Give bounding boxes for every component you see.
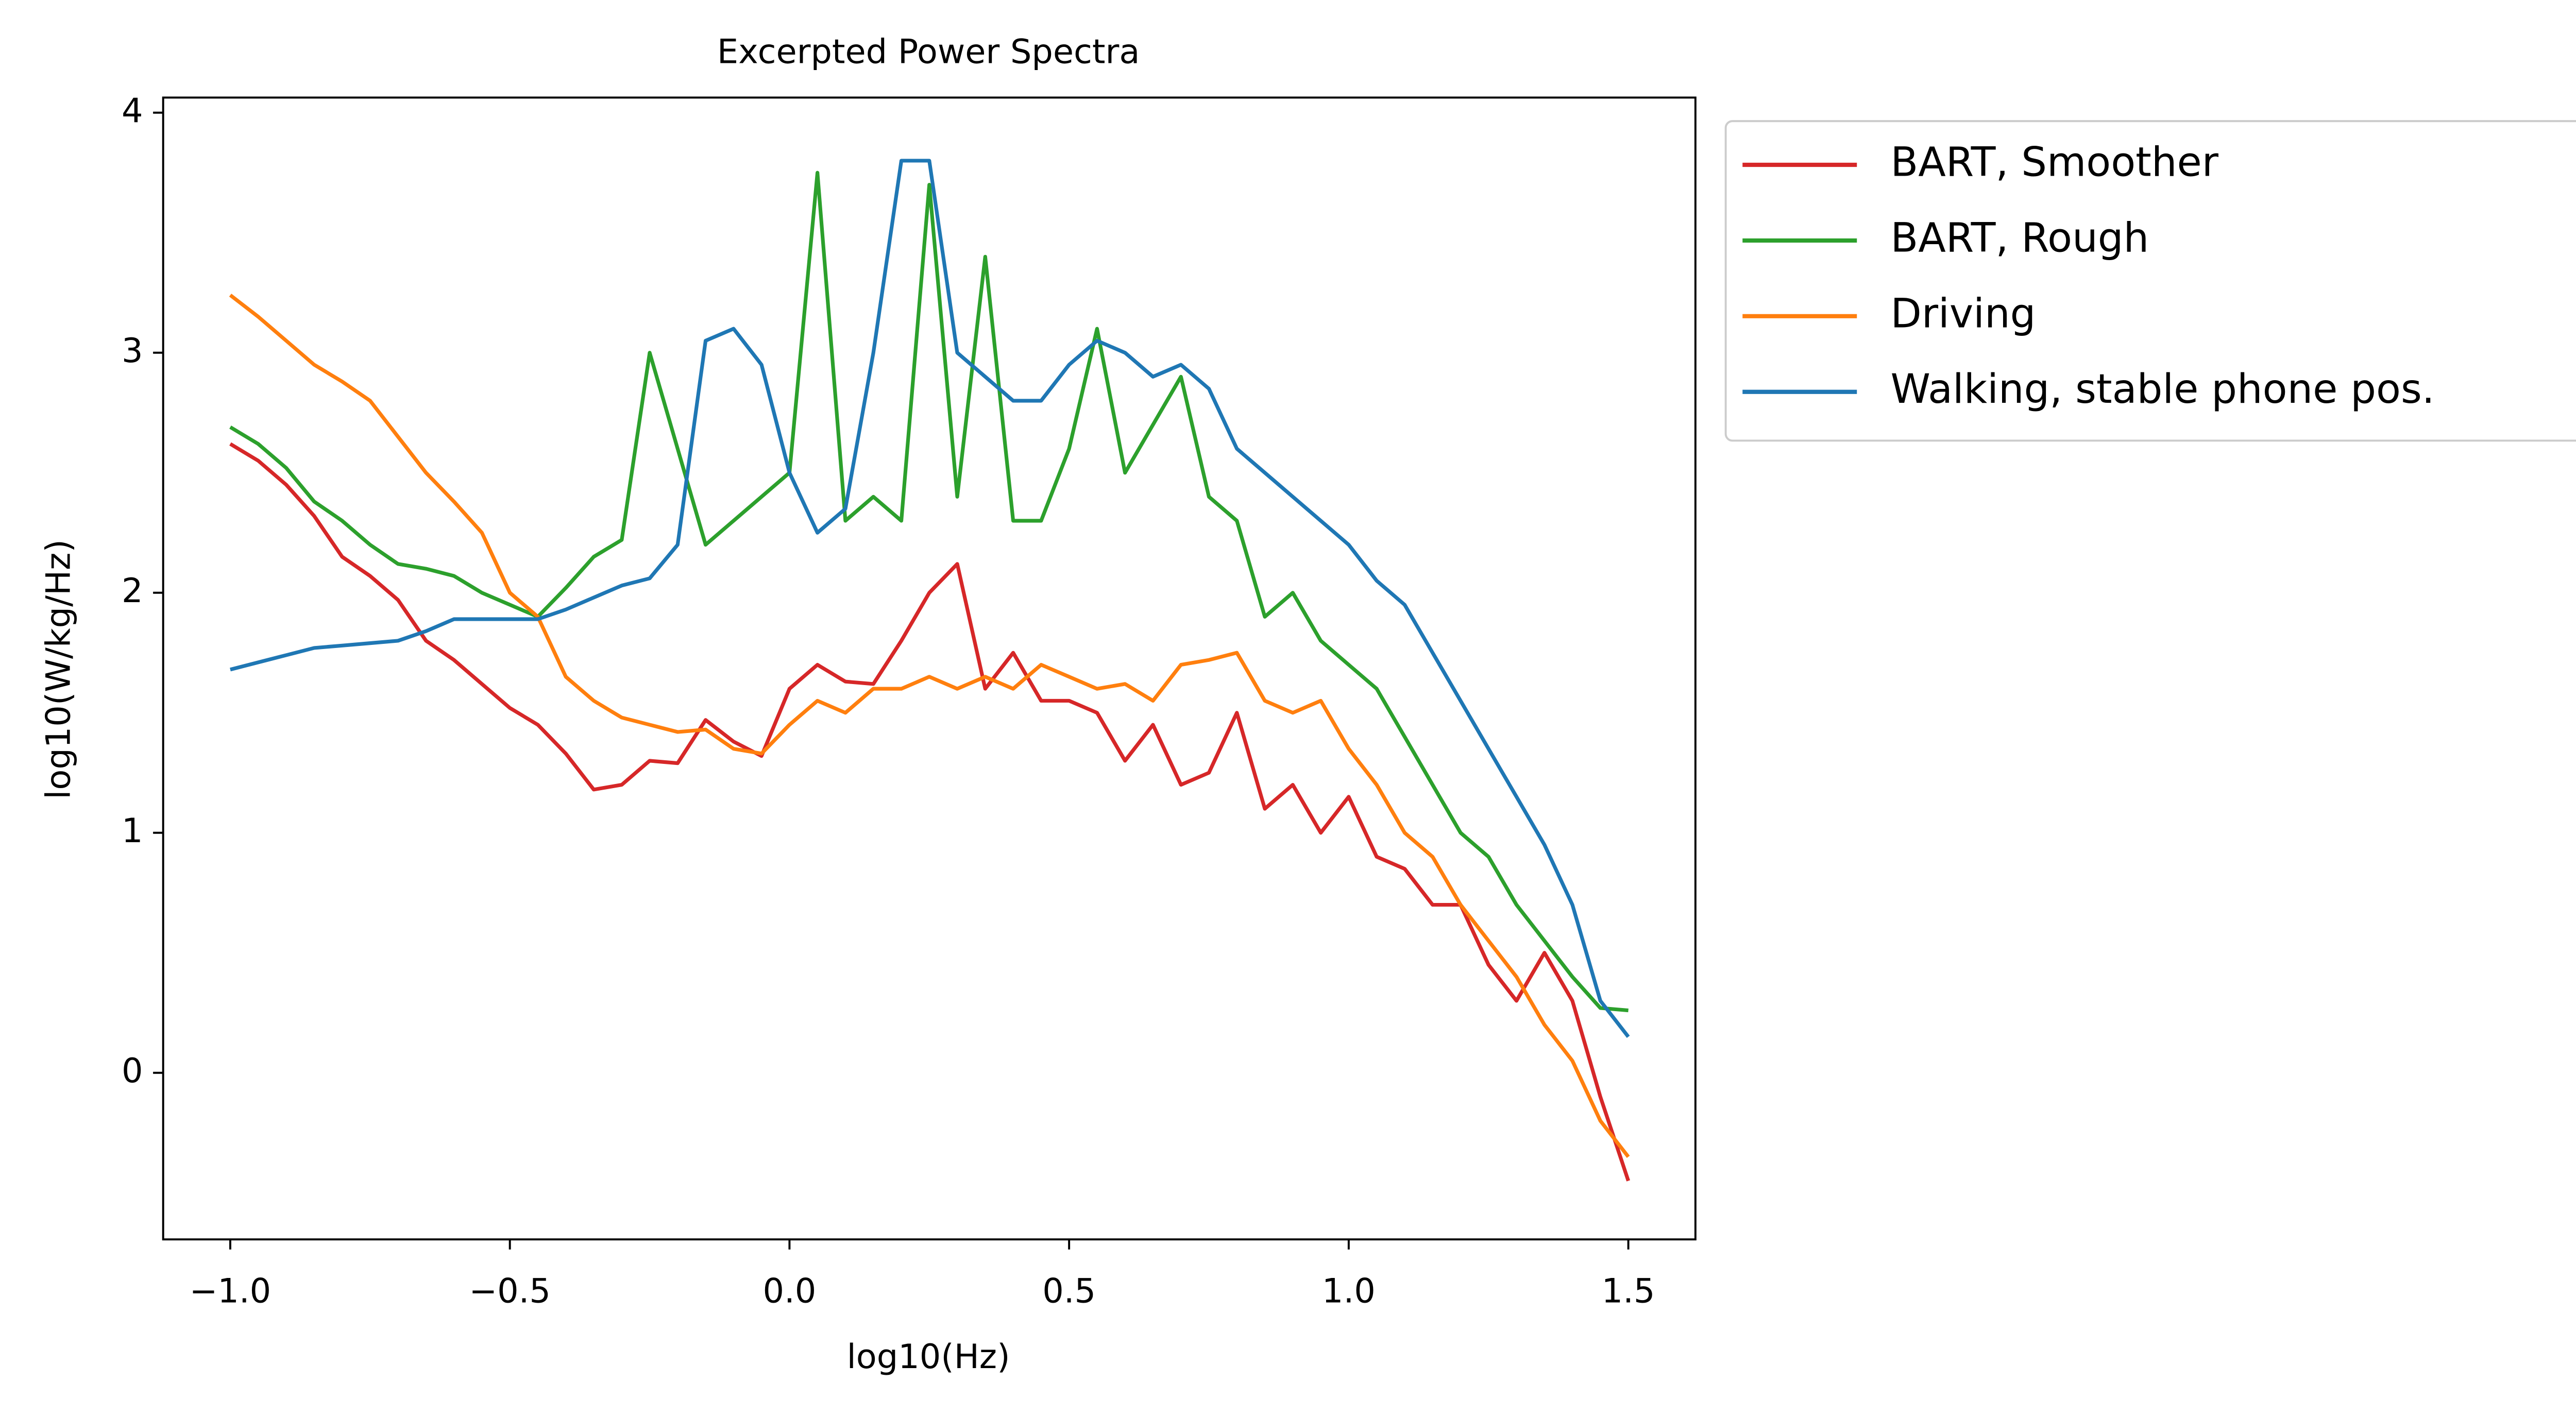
x-tick-label: −1.0: [190, 1272, 272, 1311]
y-tick-label: 4: [122, 91, 143, 130]
series-line: [230, 159, 1630, 1038]
legend-label: Driving: [1891, 290, 2036, 337]
y-tick-label: 0: [122, 1051, 143, 1090]
series-line: [229, 442, 1630, 1182]
x-tick-label: 0.5: [1042, 1272, 1096, 1311]
legend-box: [1724, 120, 2576, 442]
x-axis-label: log10(Hz): [847, 1337, 1010, 1376]
legend-label: BART, Rough: [1891, 214, 2149, 261]
y-tick-label: 1: [122, 811, 143, 850]
series-line: [229, 294, 1630, 1158]
legend-label: BART, Smoother: [1891, 139, 2219, 185]
x-tick-label: 1.5: [1602, 1272, 1655, 1311]
plot-frame: [162, 96, 1697, 1241]
x-tick-label: 0.0: [762, 1272, 816, 1311]
y-tick-label: 2: [122, 571, 143, 610]
x-tick-label: 1.0: [1322, 1272, 1376, 1311]
x-tick-label: −0.5: [469, 1272, 551, 1311]
legend-label: Walking, stable phone pos.: [1891, 366, 2435, 413]
series-line: [229, 170, 1629, 1013]
chart-title: Excerpted Power Spectra: [717, 32, 1140, 72]
y-tick-label: 3: [122, 331, 143, 370]
y-axis-label: log10(W/kg/Hz): [39, 539, 78, 799]
